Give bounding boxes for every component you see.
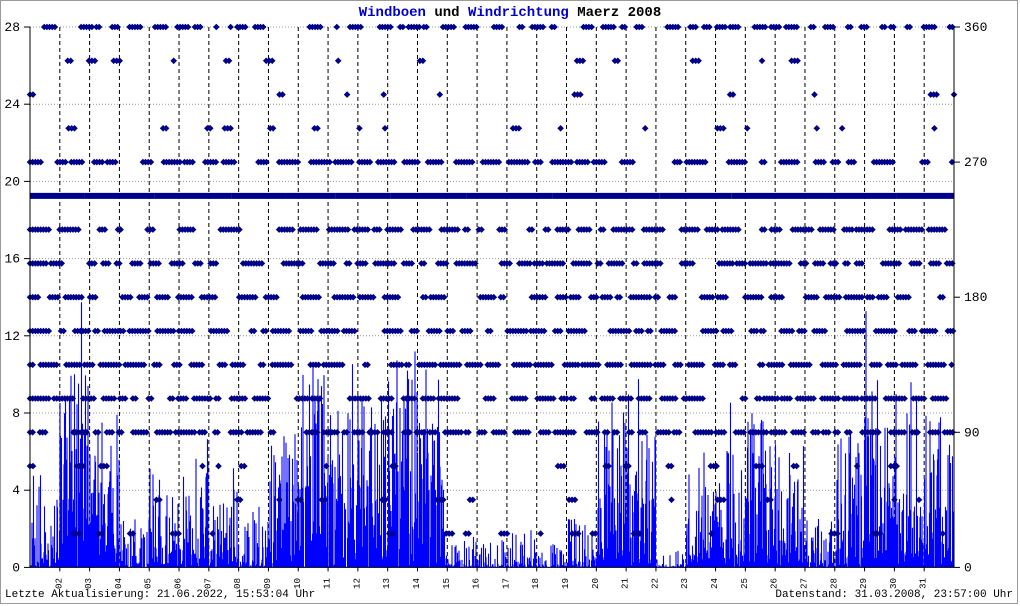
svg-text:4: 4 [12,483,20,498]
svg-text:24: 24 [709,577,720,589]
svg-text:24: 24 [4,97,20,112]
svg-text:360: 360 [964,20,987,35]
svg-text:12: 12 [351,578,362,589]
svg-text:30: 30 [888,578,899,589]
svg-text:90: 90 [964,425,980,440]
svg-text:270: 270 [964,155,987,170]
svg-text:03: 03 [83,578,94,589]
svg-text:0: 0 [964,560,972,575]
svg-text:29: 29 [858,578,869,589]
svg-text:19: 19 [560,578,571,589]
svg-text:20: 20 [590,578,601,589]
svg-text:16: 16 [4,252,20,267]
svg-text:13: 13 [381,578,392,589]
svg-text:09: 09 [262,578,273,589]
svg-text:28: 28 [4,20,20,35]
svg-text:23: 23 [679,578,690,589]
svg-text:11: 11 [322,577,333,589]
svg-text:16: 16 [471,578,482,589]
svg-text:14: 14 [411,577,422,589]
svg-text:0: 0 [12,560,20,575]
svg-text:28: 28 [828,578,839,589]
svg-text:31: 31 [918,577,929,589]
svg-text:26: 26 [769,578,780,589]
svg-text:8: 8 [12,406,20,421]
svg-text:180: 180 [964,290,987,305]
svg-text:05: 05 [143,578,154,589]
svg-text:04: 04 [113,577,124,589]
svg-text:21: 21 [620,577,631,589]
svg-text:08: 08 [232,578,243,589]
svg-text:20: 20 [4,174,20,189]
svg-text:25: 25 [739,578,750,589]
svg-text:12: 12 [4,329,20,344]
svg-text:17: 17 [500,578,511,589]
svg-text:07: 07 [202,578,213,589]
svg-text:18: 18 [530,578,541,589]
svg-text:10: 10 [292,578,303,589]
svg-text:22: 22 [649,578,660,589]
svg-text:15: 15 [441,578,452,589]
svg-text:02: 02 [53,578,64,589]
svg-text:06: 06 [173,578,184,589]
svg-text:27: 27 [798,578,809,589]
